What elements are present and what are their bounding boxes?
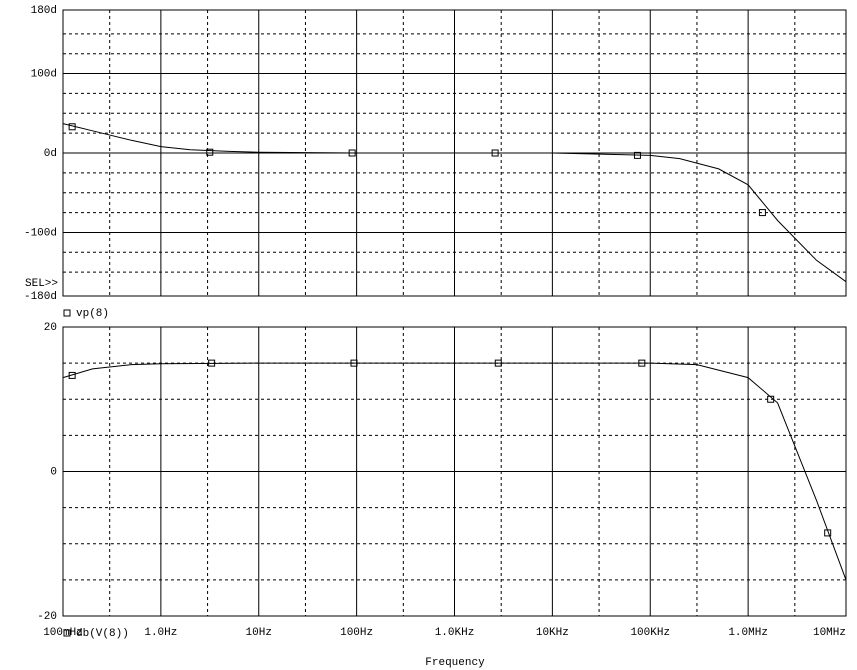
y-tick-label: -180d (24, 291, 57, 303)
y-tick-label: 20 (44, 322, 57, 334)
x-tick-label: 100mHz (43, 627, 83, 639)
series-line (62, 362, 847, 581)
plot-frame (62, 9, 847, 297)
series-marker (491, 149, 499, 157)
series-marker (824, 529, 832, 537)
series-marker (208, 359, 216, 367)
x-tick-label: 1.0MHz (728, 627, 768, 639)
series-marker (638, 359, 646, 367)
series-marker (206, 148, 214, 156)
y-tick-label: 0 (50, 466, 57, 478)
series-marker (494, 359, 502, 367)
y-tick-label: 0d (44, 148, 57, 160)
y-tick-label: -20 (37, 611, 57, 623)
series-line (62, 123, 847, 283)
series-marker (633, 151, 641, 159)
legend-label: db(V(8)) (76, 628, 129, 640)
x-tick-label: 100Hz (340, 627, 373, 639)
x-tick-label: 1.0Hz (144, 627, 177, 639)
selector-label: SEL>> (25, 278, 58, 290)
series-marker (758, 209, 766, 217)
x-tick-label: 1.0KHz (435, 627, 475, 639)
series-marker (68, 123, 76, 131)
y-tick-label: -100d (24, 227, 57, 239)
x-axis-label: Frequency (425, 657, 485, 669)
y-tick-label: 100d (31, 68, 57, 80)
y-tick-label: 180d (31, 5, 57, 17)
series-marker (68, 371, 76, 379)
legend-label: vp(8) (76, 308, 109, 320)
legend-marker (63, 629, 71, 637)
series-marker (767, 395, 775, 403)
x-tick-label: 100KHz (630, 627, 670, 639)
x-tick-label: 10Hz (246, 627, 272, 639)
x-tick-label: 10KHz (536, 627, 569, 639)
series-marker (350, 359, 358, 367)
series-marker (348, 149, 356, 157)
legend-marker (63, 309, 71, 317)
x-tick-label: 10MHz (813, 627, 846, 639)
plot-frame (62, 326, 847, 617)
